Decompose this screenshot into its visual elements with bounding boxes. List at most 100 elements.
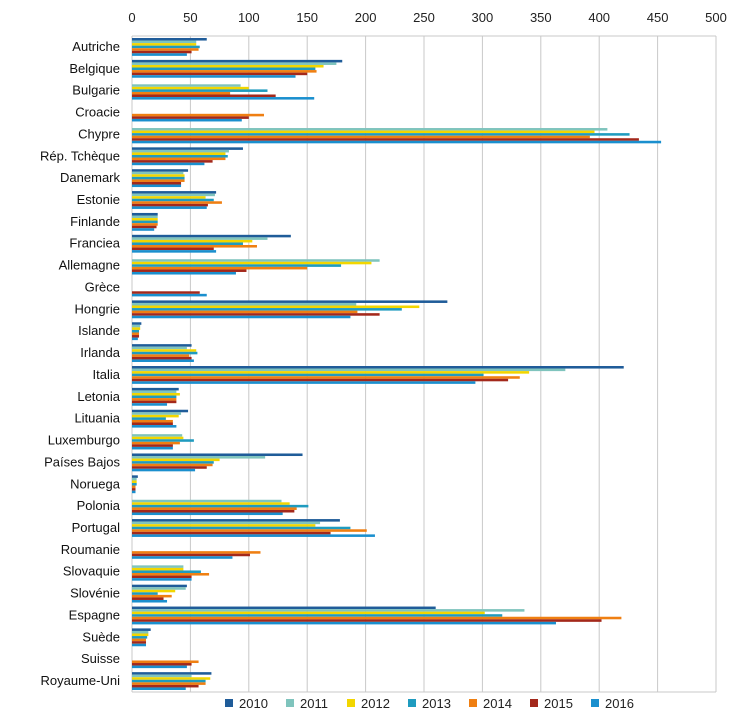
category-label: Belgique bbox=[69, 61, 120, 76]
bar-2011 bbox=[132, 259, 380, 262]
bar-2015 bbox=[132, 509, 295, 513]
bar-2014 bbox=[132, 310, 358, 314]
bar-2015 bbox=[132, 160, 213, 163]
bar-2010 bbox=[132, 672, 212, 675]
bar-2010 bbox=[132, 606, 436, 610]
bar-2013 bbox=[132, 592, 158, 595]
bar-2011 bbox=[132, 587, 186, 590]
x-tick-label: 200 bbox=[355, 10, 377, 25]
bar-2011 bbox=[132, 302, 357, 306]
category-label: Suisse bbox=[81, 651, 120, 666]
bar-2016 bbox=[132, 162, 205, 166]
bar-2013 bbox=[132, 395, 177, 399]
bar-2013 bbox=[132, 198, 214, 202]
bar-2014 bbox=[132, 201, 222, 204]
bar-2010 bbox=[132, 212, 158, 216]
category-label: Royaume-Uni bbox=[41, 673, 121, 688]
category-label: Luxemburgo bbox=[48, 433, 120, 448]
category-label: Franciea bbox=[69, 236, 120, 251]
bar-2010 bbox=[132, 409, 189, 413]
bar-2014 bbox=[132, 551, 261, 554]
bar-2010 bbox=[132, 169, 189, 172]
bar-2012 bbox=[132, 152, 226, 155]
bar-2015 bbox=[132, 269, 247, 272]
x-axis-ticks: 0 50 100 150 200 250 300 350 400 450 500 bbox=[128, 10, 726, 25]
bar-2012 bbox=[132, 130, 595, 134]
category-label: Finlande bbox=[70, 214, 120, 229]
bar-2016 bbox=[132, 643, 147, 647]
bar-2014 bbox=[132, 485, 136, 489]
bar-2012 bbox=[132, 261, 372, 265]
bar-2016 bbox=[132, 425, 177, 428]
legend-label: 2011 bbox=[300, 696, 328, 711]
bar-2013 bbox=[132, 461, 214, 464]
bar-2012 bbox=[132, 414, 179, 418]
bar-2015 bbox=[132, 181, 182, 185]
bar-2011 bbox=[132, 674, 192, 678]
legend-swatch bbox=[225, 699, 233, 707]
bar-2016 bbox=[132, 53, 187, 56]
bars bbox=[132, 38, 662, 690]
category-label: Rép. Tchèque bbox=[40, 148, 120, 163]
bar-2014 bbox=[132, 419, 173, 423]
bar-2015 bbox=[132, 313, 380, 316]
bar-2010 bbox=[132, 475, 138, 478]
x-tick-label: 350 bbox=[530, 10, 552, 25]
category-label: Autriche bbox=[72, 39, 120, 54]
bar-2012 bbox=[132, 174, 185, 177]
bar-2015 bbox=[132, 94, 276, 98]
bar-2013 bbox=[132, 67, 316, 71]
legend-swatch bbox=[530, 699, 538, 707]
x-tick-label: 450 bbox=[647, 10, 669, 25]
bar-2012 bbox=[132, 86, 249, 90]
category-label: Croacie bbox=[75, 105, 120, 120]
bar-2016 bbox=[132, 75, 296, 78]
bar-2016 bbox=[132, 250, 217, 253]
bar-2015 bbox=[132, 400, 177, 404]
bar-2012 bbox=[132, 327, 141, 330]
bar-2011 bbox=[132, 412, 182, 415]
bar-2010 bbox=[132, 300, 448, 303]
legend-swatch bbox=[408, 699, 416, 707]
bar-2016 bbox=[132, 512, 283, 516]
x-tick-label: 400 bbox=[588, 10, 610, 25]
bar-2010 bbox=[132, 38, 207, 41]
bar-2011 bbox=[132, 368, 566, 372]
x-tick-label: 50 bbox=[183, 10, 197, 25]
bar-2014 bbox=[132, 113, 264, 117]
bar-2011 bbox=[132, 499, 282, 503]
bar-2011 bbox=[132, 521, 321, 525]
bar-2013 bbox=[132, 220, 158, 224]
bar-2014 bbox=[132, 616, 622, 620]
bar-2016 bbox=[132, 468, 196, 472]
bar-2015 bbox=[132, 553, 250, 557]
bar-2012 bbox=[132, 524, 316, 527]
category-label: Slovaquie bbox=[63, 564, 120, 579]
category-label: Hongrie bbox=[74, 301, 120, 316]
category-label: Slovénie bbox=[70, 586, 120, 601]
bar-2011 bbox=[132, 434, 183, 437]
bar-2014 bbox=[132, 682, 206, 685]
category-labels: Autriche Belgique Bulgarie Croacie Chypre Rép… bbox=[40, 39, 121, 688]
x-tick-label: 250 bbox=[413, 10, 435, 25]
bar-2015 bbox=[132, 335, 140, 338]
bar-2012 bbox=[132, 43, 197, 46]
bar-2012 bbox=[132, 480, 137, 483]
bar-2013 bbox=[132, 242, 243, 246]
gridlines bbox=[131, 35, 717, 693]
bar-2013 bbox=[132, 526, 351, 530]
bar-2010 bbox=[132, 147, 243, 150]
bar-2016 bbox=[132, 665, 187, 669]
legend-label: 2015 bbox=[544, 696, 573, 711]
bar-2016 bbox=[132, 687, 186, 690]
legend-label: 2010 bbox=[239, 696, 268, 711]
bar-2016 bbox=[132, 578, 192, 581]
bar-2013 bbox=[132, 133, 630, 136]
bar-2011 bbox=[132, 609, 525, 612]
category-label: Lituania bbox=[74, 411, 120, 426]
bar-2012 bbox=[132, 218, 158, 221]
bar-2012 bbox=[132, 305, 420, 309]
bar-2010 bbox=[132, 628, 151, 631]
bar-2016 bbox=[132, 97, 315, 100]
bar-2016 bbox=[132, 599, 168, 603]
